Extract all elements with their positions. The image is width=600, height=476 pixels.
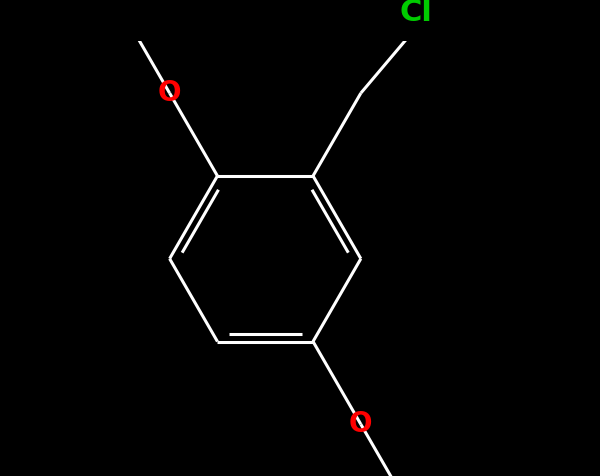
Text: O: O — [349, 410, 373, 438]
Text: O: O — [158, 79, 181, 107]
Text: Cl: Cl — [399, 0, 432, 27]
